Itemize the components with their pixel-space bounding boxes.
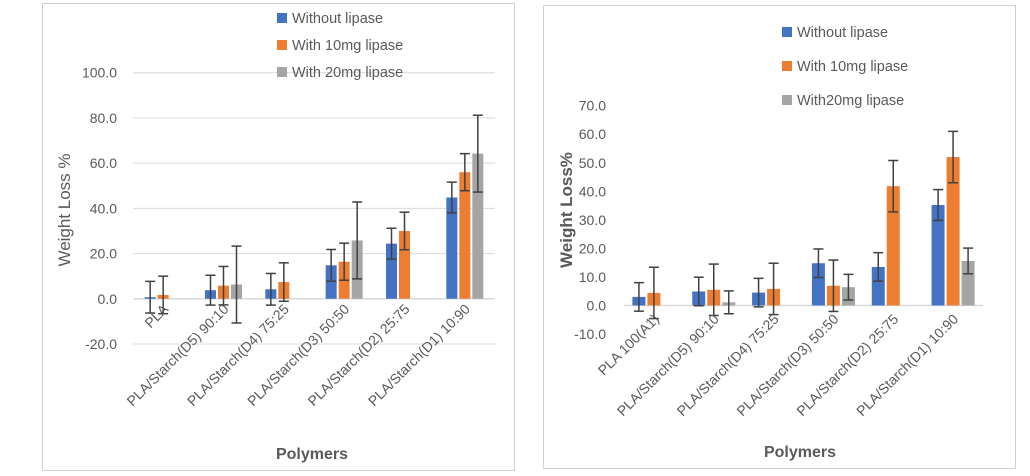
legend-label: Without lipase [292, 11, 383, 27]
legend-label: With 20mg lipase [292, 65, 403, 81]
x-tick-label: PLA/Starch(D5) 90:10 [123, 301, 231, 409]
bar [811, 263, 825, 306]
bar [386, 243, 397, 299]
legend-swatch [277, 67, 287, 77]
y-tick-label: -10.0 [574, 326, 606, 342]
legend-label: With 10mg lipase [292, 38, 403, 54]
y-tick-label: 10.0 [579, 269, 606, 285]
x-axis-title: Polymers [276, 446, 348, 463]
chart-1-frame [42, 3, 515, 471]
y-tick-label: -20.0 [85, 336, 117, 352]
y-tick-label: 0.0 [98, 291, 118, 307]
legend-label: With20mg lipase [797, 93, 904, 109]
bar [961, 260, 975, 306]
x-tick-label: PLA/Starch(D4) 75:25 [674, 311, 782, 419]
x-tick-label: PLA/Starch(D1) 10:90 [853, 311, 961, 419]
y-tick-label: 0.0 [587, 297, 607, 313]
y-tick-label: 30.0 [579, 212, 606, 228]
x-tick-label: PLA [141, 300, 171, 330]
bar [325, 265, 337, 299]
x-axis-title: Polymers [764, 444, 836, 461]
legend-label: Without lipase [797, 25, 888, 41]
bar [472, 153, 484, 299]
legend-label: With 10mg lipase [797, 59, 908, 75]
x-tick-label: PLA/Starch(D3) 50:50 [244, 301, 352, 409]
y-tick-label: 40.0 [90, 200, 117, 216]
y-tick-label: 80.0 [90, 110, 117, 126]
y-tick-label: 20.0 [579, 240, 606, 256]
y-axis-title: Weight Loss% [557, 152, 576, 268]
x-tick-label: PLA/Starch(D4) 75:25 [184, 301, 292, 409]
y-tick-label: 70.0 [579, 98, 606, 114]
x-tick-label: PLA/Starch(D3) 50:50 [733, 311, 841, 419]
y-tick-label: 60.0 [90, 155, 117, 171]
y-tick-label: 60.0 [579, 126, 606, 142]
bar [459, 172, 471, 299]
x-tick-label: PLA/Starch(D1) 10:90 [365, 301, 473, 409]
bar [886, 186, 900, 306]
legend-swatch [782, 95, 792, 105]
bar [946, 157, 960, 306]
legend-swatch [277, 13, 287, 23]
y-axis-title: Weight Loss % [55, 153, 74, 266]
bar [931, 205, 945, 306]
legend-swatch [782, 27, 792, 37]
x-tick-label: PLA/Starch(D2) 25:75 [304, 301, 412, 409]
x-tick-label: PLA/Starch(D2) 25:75 [793, 311, 901, 419]
y-tick-label: 50.0 [579, 155, 606, 171]
y-tick-label: 40.0 [579, 183, 606, 199]
bar [399, 230, 410, 299]
y-tick-label: 20.0 [90, 246, 117, 262]
bar [446, 197, 458, 299]
y-tick-label: 100.0 [82, 65, 117, 81]
legend-swatch [782, 61, 792, 71]
x-tick-label: PLA/Starch(D5) 90:10 [614, 311, 722, 419]
legend-swatch [277, 40, 287, 50]
bar [871, 266, 885, 306]
